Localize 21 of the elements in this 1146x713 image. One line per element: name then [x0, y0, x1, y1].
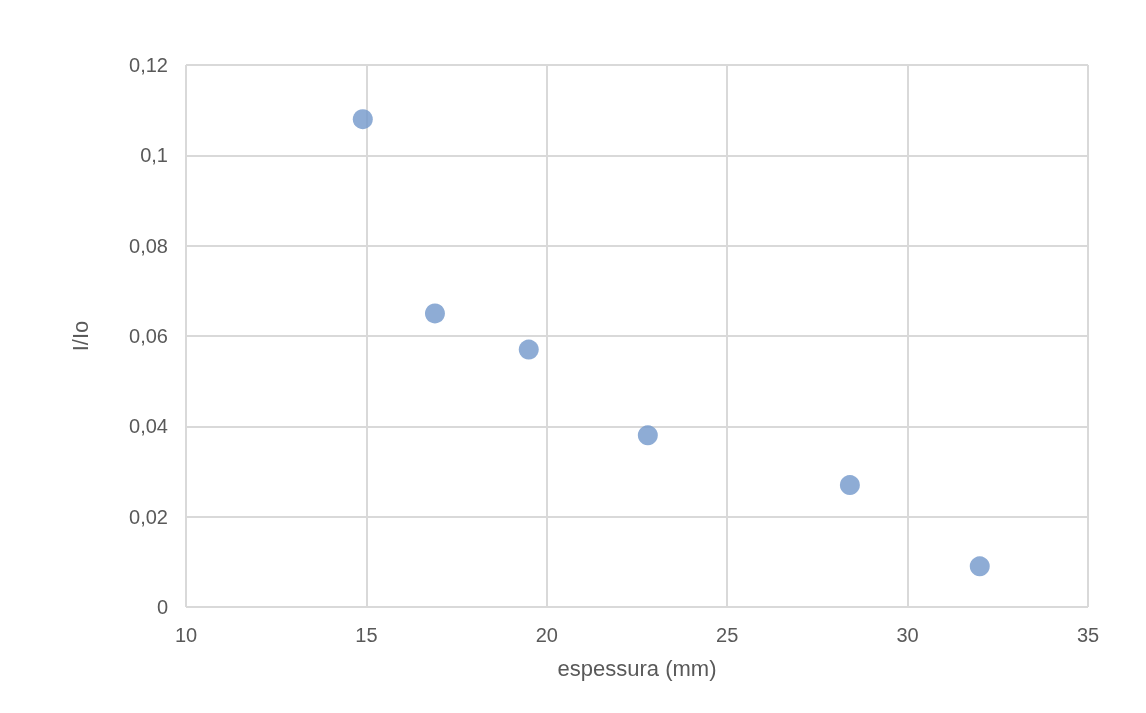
- point: [839, 475, 860, 496]
- y-tick-label: 0,1: [140, 144, 168, 167]
- y-tick-label: 0,08: [129, 234, 168, 257]
- x-tick-label: 30: [896, 624, 919, 646]
- x-tick-label: 10: [174, 624, 198, 646]
- x-tick-label: 20: [535, 624, 558, 646]
- x-axis-title: espessura (mm): [557, 655, 717, 681]
- y-tick-label: 0,06: [129, 325, 168, 347]
- x-tick-label: 25: [716, 624, 739, 646]
- y-axis-title: I/Io: [67, 320, 93, 352]
- y-tick-label: 0,04: [129, 415, 168, 438]
- y-tick-label: 0: [156, 596, 168, 618]
- point: [518, 339, 539, 360]
- point: [352, 109, 373, 130]
- x-tick-label: 15: [355, 624, 378, 646]
- point: [969, 556, 990, 577]
- y-tick-label: 0,02: [129, 505, 168, 528]
- point: [424, 303, 445, 324]
- x-tick-label: 35: [1076, 624, 1100, 646]
- y-tick-label: 0,12: [129, 54, 168, 76]
- point: [637, 425, 658, 446]
